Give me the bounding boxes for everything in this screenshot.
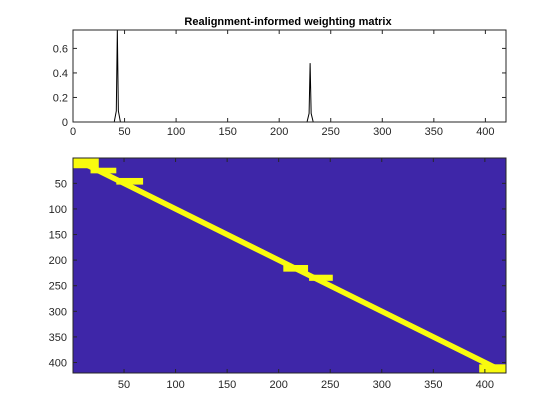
line-y-tick-label: 0.2 (53, 92, 68, 104)
heatmap-x-tick-label: 200 (269, 379, 287, 391)
heatmap-y-tick-label: 250 (49, 281, 67, 293)
heatmap-axes: 50 100 150 200 250 300 350 400 50 100 150 200 250 300… (49, 157, 507, 391)
line-x-tick-label: 0 (70, 126, 76, 138)
line-y-tick-label: 0 (62, 117, 68, 129)
line-plot-title: Realignment-informed weighting matrix (184, 16, 392, 28)
heatmap-x-tick-label: 350 (424, 379, 442, 391)
heatmap-block (90, 167, 117, 174)
heatmap-x-tick-label: 250 (321, 379, 339, 391)
line-x-tick-label: 300 (373, 126, 391, 138)
heatmap-y-tick-label: 200 (49, 255, 67, 267)
heatmap-block (479, 364, 506, 373)
heatmap-band (73, 158, 506, 373)
heatmap-block (309, 274, 333, 281)
line-x-tick-label: 150 (218, 126, 236, 138)
line-plot-ticks: 0 50 100 150 200 250 300 350 400 0 0.2 0.4 0.6 (53, 30, 506, 138)
heatmap-ticks: 50 100 150 200 250 300 350 400 50 100 150 200 250 300… (49, 158, 506, 391)
heatmap-y-tick-label: 150 (49, 230, 67, 242)
line-x-tick-label: 200 (270, 126, 288, 138)
heatmap-y-tick-label: 50 (55, 178, 67, 190)
line-x-tick-label: 100 (167, 126, 185, 138)
heatmap-block (73, 158, 99, 169)
line-x-tick-label: 400 (476, 126, 494, 138)
heatmap-y-tick-label: 300 (49, 306, 67, 318)
heatmap-block (283, 264, 309, 272)
heatmap-frame (72, 157, 507, 374)
heatmap-block (116, 177, 144, 185)
line-y-tick-label: 0.4 (53, 68, 68, 80)
line-x-tick-label: 350 (425, 126, 443, 138)
line-plot-background (73, 30, 506, 122)
heatmap-x-tick-label: 300 (373, 379, 391, 391)
heatmap-y-tick-label: 350 (49, 332, 67, 344)
line-plot-frame (72, 29, 507, 123)
heatmap-x-tick-label: 100 (166, 379, 184, 391)
line-x-tick-label: 50 (118, 126, 130, 138)
heatmap-x-tick-label: 400 (476, 379, 494, 391)
heatmap-x-tick-label: 150 (218, 379, 236, 391)
heatmap-y-tick-label: 400 (49, 358, 67, 370)
line-plot-axes: Realignment-informed weighting matrix 0 5… (53, 16, 507, 138)
heatmap-x-tick-label: 50 (118, 379, 130, 391)
line-y-tick-label: 0.6 (53, 43, 68, 55)
heatmap-y-tick-label: 100 (49, 204, 67, 216)
line-x-tick-label: 250 (322, 126, 340, 138)
